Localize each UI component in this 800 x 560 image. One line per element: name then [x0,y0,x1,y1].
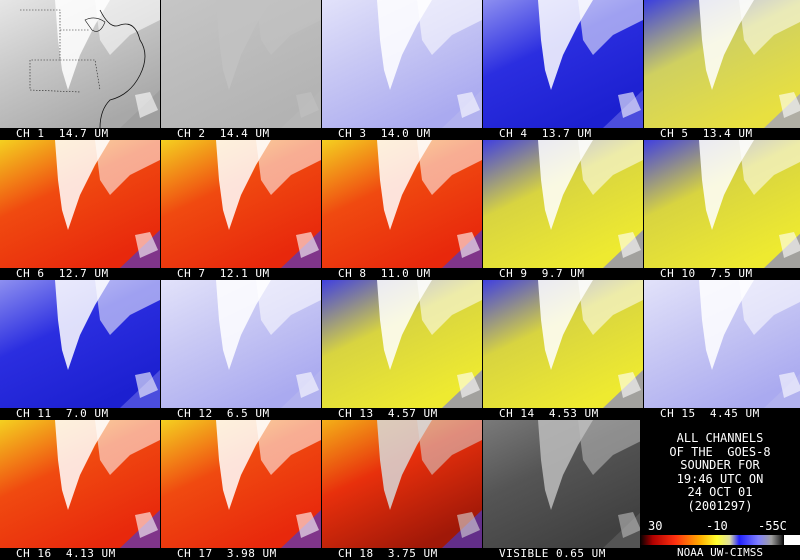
channel-panel: CH 5 13.4 UM [644,0,800,140]
channel-image [161,140,321,268]
channel-panel: CH 6 12.7 UM [0,140,160,280]
channel-panel: CH 11 7.0 UM [0,280,160,420]
scale-label-minus55: -55C [758,519,787,533]
channel-image [322,420,482,548]
info-line-1: ALL CHANNELS [676,431,764,445]
channel-panel: CH 8 11.0 UM [322,140,482,280]
credit-text: NOAA UW-CIMSS [676,546,764,559]
channel-image [0,280,160,408]
channel-label: VISIBLE 0.65 UM [499,547,606,560]
channel-panel: CH 14 4.53 UM [483,280,643,420]
channel-label: CH 8 11.0 UM [338,267,431,280]
channel-panel: CH 9 9.7 UM [483,140,643,280]
info-line-5: 24 OCT 01 [687,485,753,499]
info-line-3: SOUNDER FOR [680,458,760,472]
scale-label-minus10: -10 [706,519,728,533]
channel-panel: CH 10 7.5 UM [644,140,800,280]
channel-label: CH 11 7.0 UM [16,407,109,420]
channel-image [0,140,160,268]
channel-panel: CH 7 12.1 UM [161,140,321,280]
channel-image [644,280,800,408]
channel-panel: CH 17 3.98 UM [161,420,321,560]
temperature-colorbar [640,535,800,545]
channel-panel: CH 18 3.75 UM [322,420,482,560]
channel-label: CH 6 12.7 UM [16,267,109,280]
info-line-6: (2001297) [687,498,753,513]
channel-label: CH 4 13.7 UM [499,127,592,140]
channel-image [161,420,321,548]
channel-label: CH 9 9.7 UM [499,267,585,280]
channel-image [483,140,643,268]
channel-image [644,0,800,128]
channel-image [0,0,160,128]
channel-image [483,0,643,128]
channel-image [161,0,321,128]
channel-label: CH 16 4.13 UM [16,547,116,560]
channel-panel: CH 1 14.7 UM [0,0,160,140]
channel-panel: CH 4 13.7 UM [483,0,643,140]
info-text: ALL CHANNELS OF THE GOES-8 SOUNDER FOR 1… [640,431,800,513]
channel-panel: CH 15 4.45 UM [644,280,800,420]
channel-panel: VISIBLE 0.65 UM [483,420,643,560]
channel-label: CH 3 14.0 UM [338,127,431,140]
channel-image [0,420,160,548]
channel-label: CH 5 13.4 UM [660,127,753,140]
channel-label: CH 1 14.7 UM [16,127,109,140]
channel-label: CH 17 3.98 UM [177,547,277,560]
channel-label: CH 12 6.5 UM [177,407,270,420]
channel-image [161,280,321,408]
channel-label: CH 14 4.53 UM [499,407,599,420]
info-line-2: OF THE GOES-8 [669,444,771,459]
channel-label: CH 18 3.75 UM [338,547,438,560]
channel-image [322,0,482,128]
channel-image [322,280,482,408]
channel-panel: CH 12 6.5 UM [161,280,321,420]
channel-panel: CH 3 14.0 UM [322,0,482,140]
channel-image [322,140,482,268]
channel-panel: CH 2 14.4 UM [161,0,321,140]
info-line-4: 19:46 UTC ON [676,471,764,486]
channel-label: CH 13 4.57 UM [338,407,438,420]
channel-label: CH 7 12.1 UM [177,267,270,280]
channel-label: CH 15 4.45 UM [660,407,760,420]
channel-panel: CH 13 4.57 UM [322,280,482,420]
channel-label: CH 2 14.4 UM [177,127,270,140]
channel-image [483,420,643,548]
channel-image [483,280,643,408]
channel-panel: CH 16 4.13 UM [0,420,160,560]
channel-label: CH 10 7.5 UM [660,267,753,280]
channel-image [644,140,800,268]
scale-label-30: 30 [648,519,663,533]
temperature-scale-labels: 30 -10 -55C [648,519,798,533]
